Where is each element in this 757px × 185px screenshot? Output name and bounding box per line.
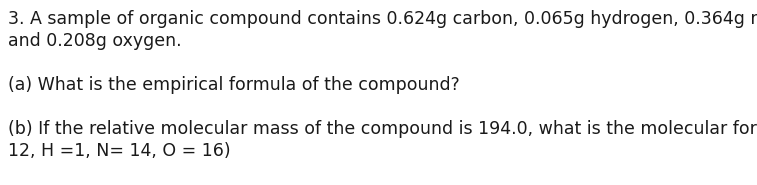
Text: (b) If the relative molecular mass of the compound is 194.0, what is the molecul: (b) If the relative molecular mass of th… [8,120,757,138]
Text: and 0.208g oxygen.: and 0.208g oxygen. [8,32,182,50]
Text: 3. A sample of organic compound contains 0.624g carbon, 0.065g hydrogen, 0.364g : 3. A sample of organic compound contains… [8,10,757,28]
Text: 12, H =1, N= 14, O = 16): 12, H =1, N= 14, O = 16) [8,142,231,160]
Text: (a) What is the empirical formula of the compound?: (a) What is the empirical formula of the… [8,76,459,94]
